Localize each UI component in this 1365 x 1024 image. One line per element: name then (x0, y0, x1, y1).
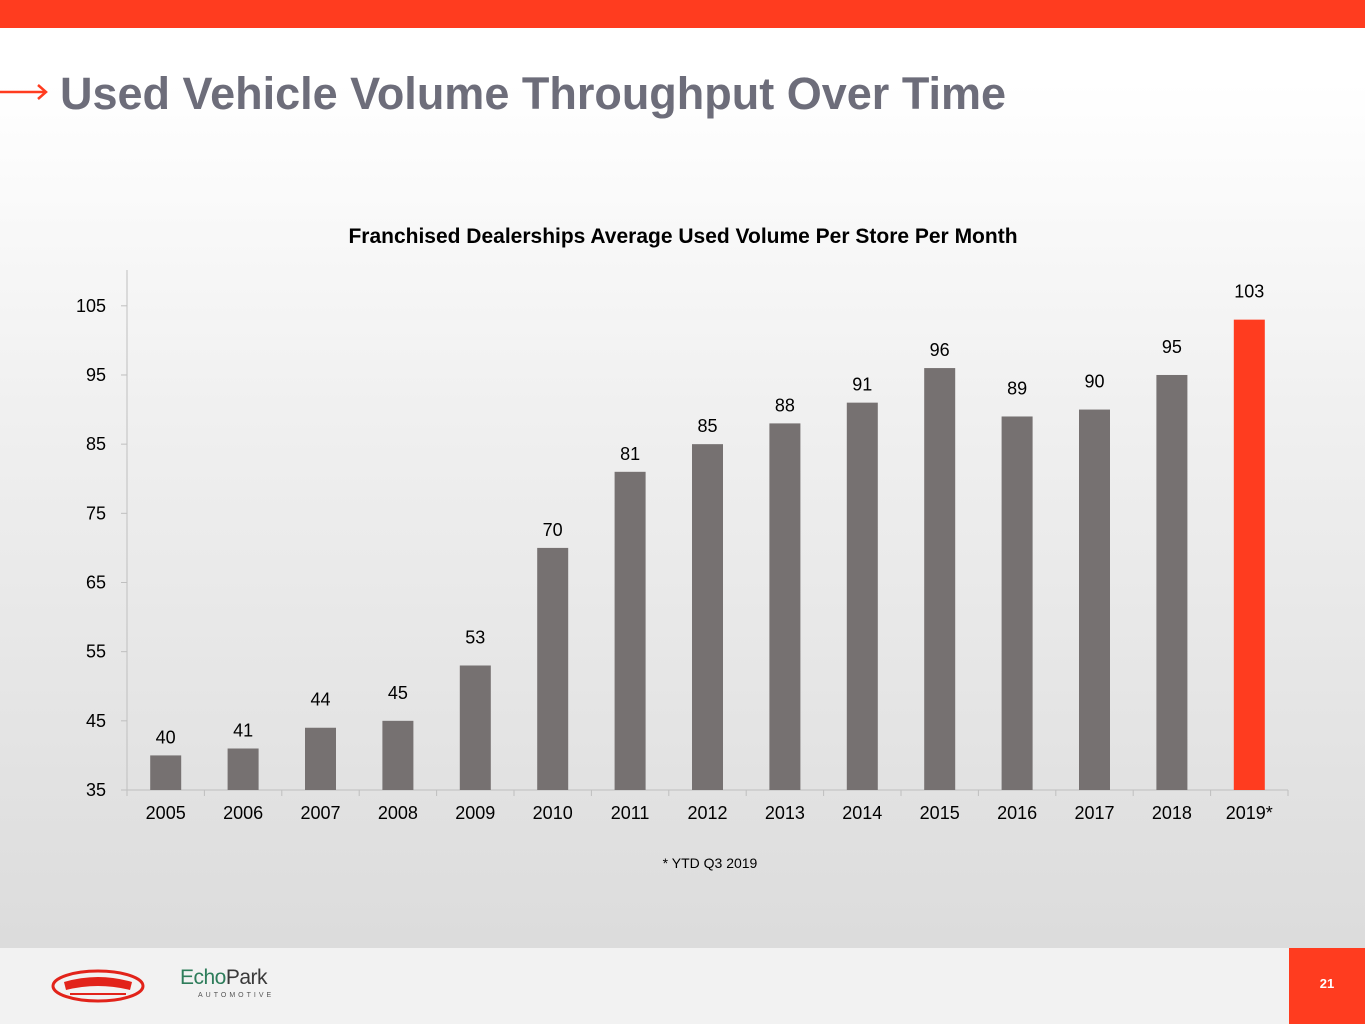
bar-2007 (305, 727, 336, 790)
bar-2006 (227, 748, 259, 790)
value-label: 44 (310, 690, 330, 710)
sonic-automotive-logo (51, 969, 145, 1003)
x-tick-label: 2012 (687, 803, 727, 823)
echopark-logo: EchoPark AUTOMOTIVE (180, 966, 280, 1006)
x-tick-label: 2005 (146, 803, 186, 823)
footer: EchoPark AUTOMOTIVE 21 (0, 948, 1365, 1024)
value-label: 81 (620, 444, 640, 464)
top-accent-bar (0, 0, 1365, 28)
bar-2016 (1001, 416, 1033, 790)
y-tick-label: 35 (86, 780, 106, 800)
bar-2008 (382, 720, 414, 790)
bar-chart: Franchised Dealerships Average Used Volu… (76, 225, 1289, 871)
x-tick-label: 2011 (611, 803, 650, 823)
bar-2015 (924, 368, 956, 790)
value-label: 41 (233, 720, 253, 740)
bar-2017 (1079, 409, 1110, 790)
y-axis: 35 45 55 65 75 85 95 105 (76, 270, 128, 800)
value-label: 89 (1007, 378, 1027, 398)
value-label: 95 (1162, 337, 1182, 357)
bar-2014 (846, 402, 878, 790)
page-number-box: 21 (1289, 948, 1365, 1024)
value-label: 70 (543, 520, 563, 540)
x-tick-label: 2016 (997, 803, 1037, 823)
x-tick-label: 2006 (223, 803, 263, 823)
value-label: 85 (697, 416, 717, 436)
bar-2019 (1233, 319, 1265, 790)
y-tick-label: 45 (86, 711, 106, 731)
arrow-right-icon (0, 84, 48, 100)
x-tick-label: 2017 (1074, 803, 1114, 823)
value-label: 90 (1084, 372, 1104, 392)
y-tick-label: 105 (76, 296, 106, 316)
y-tick-label: 55 (86, 642, 106, 662)
x-tick-label: 2013 (765, 803, 805, 823)
value-label: 103 (1234, 282, 1264, 302)
x-tick-label: 2007 (300, 803, 340, 823)
value-label: 40 (156, 727, 176, 747)
echopark-echo-text: Echo (180, 966, 226, 989)
value-label: 88 (775, 395, 795, 415)
bar-2012 (692, 444, 723, 790)
value-label: 53 (465, 627, 485, 647)
y-tick-label: 65 (86, 572, 106, 592)
page-number: 21 (1319, 976, 1335, 991)
bar-2013 (769, 423, 801, 790)
value-label: 91 (852, 375, 872, 395)
bar-2009 (459, 665, 491, 790)
x-tick-label: 2010 (533, 803, 573, 823)
bar-2011 (614, 471, 646, 790)
echopark-subtitle: AUTOMOTIVE (198, 992, 275, 999)
chart-footnote: * YTD Q3 2019 (663, 855, 758, 871)
chart-title: Franchised Dealerships Average Used Volu… (348, 225, 1017, 248)
bar-2005 (150, 755, 182, 790)
title-row: Used Vehicle Volume Throughput Over Time (0, 68, 1200, 128)
page-title: Used Vehicle Volume Throughput Over Time (60, 68, 1007, 119)
x-tick-label: 2019* (1226, 803, 1273, 823)
x-tick-label: 2015 (920, 803, 960, 823)
x-tick-label: 2014 (842, 803, 882, 823)
y-tick-label: 85 (86, 434, 106, 454)
value-label: 96 (930, 340, 950, 360)
x-axis: 2005 2006 2007 2008 2009 2010 2011 2012 2013 2014… (126, 789, 1289, 823)
y-tick-label: 75 (86, 503, 106, 523)
y-tick-label: 95 (86, 365, 106, 385)
value-labels: 40 41 44 45 53 70 81 85 88 91 96 89 90 95 103 (156, 282, 1265, 748)
x-tick-label: 2018 (1152, 803, 1192, 823)
bar-2018 (1156, 374, 1188, 790)
value-label: 45 (388, 683, 408, 703)
bars (150, 319, 1265, 790)
x-tick-label: 2009 (455, 803, 495, 823)
bar-2010 (537, 547, 569, 790)
echopark-park-text: Park (225, 966, 268, 989)
x-tick-label: 2008 (378, 803, 418, 823)
